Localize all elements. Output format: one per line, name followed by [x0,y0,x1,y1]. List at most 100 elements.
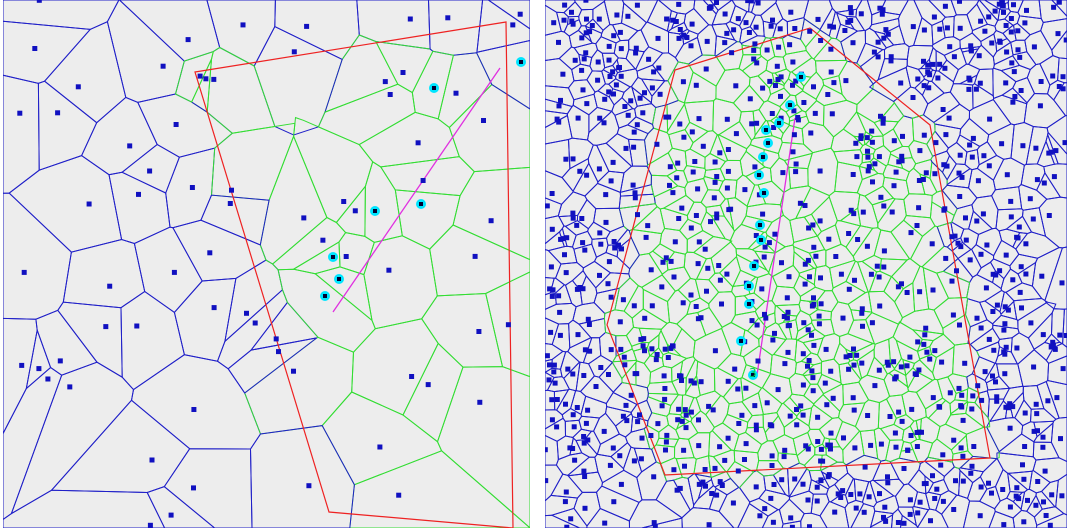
outer-voronoi-cell [968,210,994,235]
site-point [908,230,914,236]
site-point [632,195,638,201]
site-point [816,313,822,319]
site-point [818,38,824,43]
outer-voronoi-cell [778,498,805,525]
site-point [746,30,752,35]
site-point [570,446,576,451]
site-point [610,445,616,451]
site-point [968,470,974,476]
outer-voronoi-cell [1029,408,1057,423]
outer-voronoi-cell [602,64,619,78]
site-point [617,453,623,459]
site-point [709,491,715,496]
site-point [574,405,580,410]
site-point [900,133,905,139]
site-point [876,274,882,280]
site-point [932,171,938,177]
outer-voronoi-cell [994,468,1011,502]
site-point [953,478,958,484]
site-point [682,463,687,469]
site-point [807,274,812,280]
site-point [545,478,549,484]
inner-voronoi-cell [734,295,758,316]
site-point [211,76,217,82]
site-point [579,216,585,221]
site-point [835,491,841,497]
site-point [160,63,166,69]
outer-voronoi-cell [894,483,919,508]
site-point [811,244,817,250]
site-point [680,300,686,306]
site-point [681,32,687,38]
outer-voronoi-cell [1017,0,1042,20]
site-point [320,237,326,243]
site-point [702,467,708,472]
outer-voronoi-cell [577,25,592,43]
highlighted-site-center [331,255,335,259]
site-point [577,285,583,290]
outer-voronoi-cell [1044,246,1067,310]
site-point [676,1,682,7]
outer-voronoi-cell [627,138,649,167]
left-voronoi-canvas [3,0,530,528]
site-point [878,441,884,447]
site-point [782,361,788,367]
site-point [704,38,710,44]
site-point [898,364,904,370]
outer-voronoi-cell [959,117,990,147]
site-point [753,427,759,433]
site-point [171,269,177,275]
site-point [1001,522,1007,528]
inner-voronoi-cell [825,243,856,269]
site-point [815,414,821,420]
site-point [674,175,680,181]
inner-voronoi-cell [820,358,842,384]
site-point [735,16,741,22]
site-point [244,310,249,316]
site-point [567,445,573,451]
outer-voronoi-cell [994,497,1023,519]
site-point [672,239,678,245]
site-point [780,170,786,176]
site-point [940,107,946,112]
site-point [892,376,898,382]
site-point [477,399,483,405]
right-voronoi-panel: 3 [545,0,1067,528]
site-point [585,316,591,322]
site-point [597,230,603,236]
site-point [755,0,761,6]
site-point [1048,344,1054,350]
site-point [1004,49,1010,55]
site-point [806,225,812,231]
site-point [607,74,613,79]
site-point [708,4,714,10]
inner-voronoi-cell [932,345,955,381]
site-point [1008,214,1014,220]
outer-voronoi-cell [1026,63,1051,95]
inner-voronoi-cell [852,342,876,362]
site-point [932,348,938,354]
site-point [963,237,969,243]
site-point [970,135,976,141]
site-point [777,26,783,32]
outer-voronoi-cell [620,2,648,32]
site-point [859,306,865,312]
inner-voronoi-cell [632,346,651,364]
site-point [579,67,585,73]
site-point [986,336,992,342]
site-point [575,332,581,338]
site-point [899,153,905,159]
site-point [554,424,560,430]
site-point [864,135,870,141]
site-point [858,136,864,141]
site-point [968,47,974,52]
site-point [800,481,806,487]
site-point [881,264,887,270]
site-point [753,484,759,490]
site-point [881,203,887,209]
outer-voronoi-cell [571,230,593,250]
site-point [954,268,959,274]
site-point [584,16,589,22]
site-point [595,59,601,65]
outer-voronoi-cell [1047,131,1067,165]
